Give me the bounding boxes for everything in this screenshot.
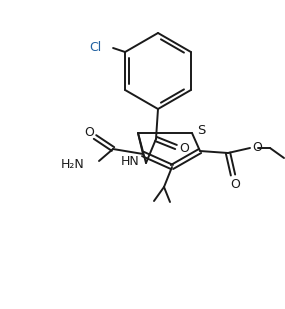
Text: O: O xyxy=(230,177,240,191)
Text: H₂N: H₂N xyxy=(61,158,85,171)
Text: HN: HN xyxy=(121,154,140,167)
Text: Cl: Cl xyxy=(89,40,101,53)
Text: O: O xyxy=(179,142,189,154)
Text: S: S xyxy=(197,124,205,137)
Text: O: O xyxy=(84,125,94,138)
Text: O: O xyxy=(252,141,262,154)
